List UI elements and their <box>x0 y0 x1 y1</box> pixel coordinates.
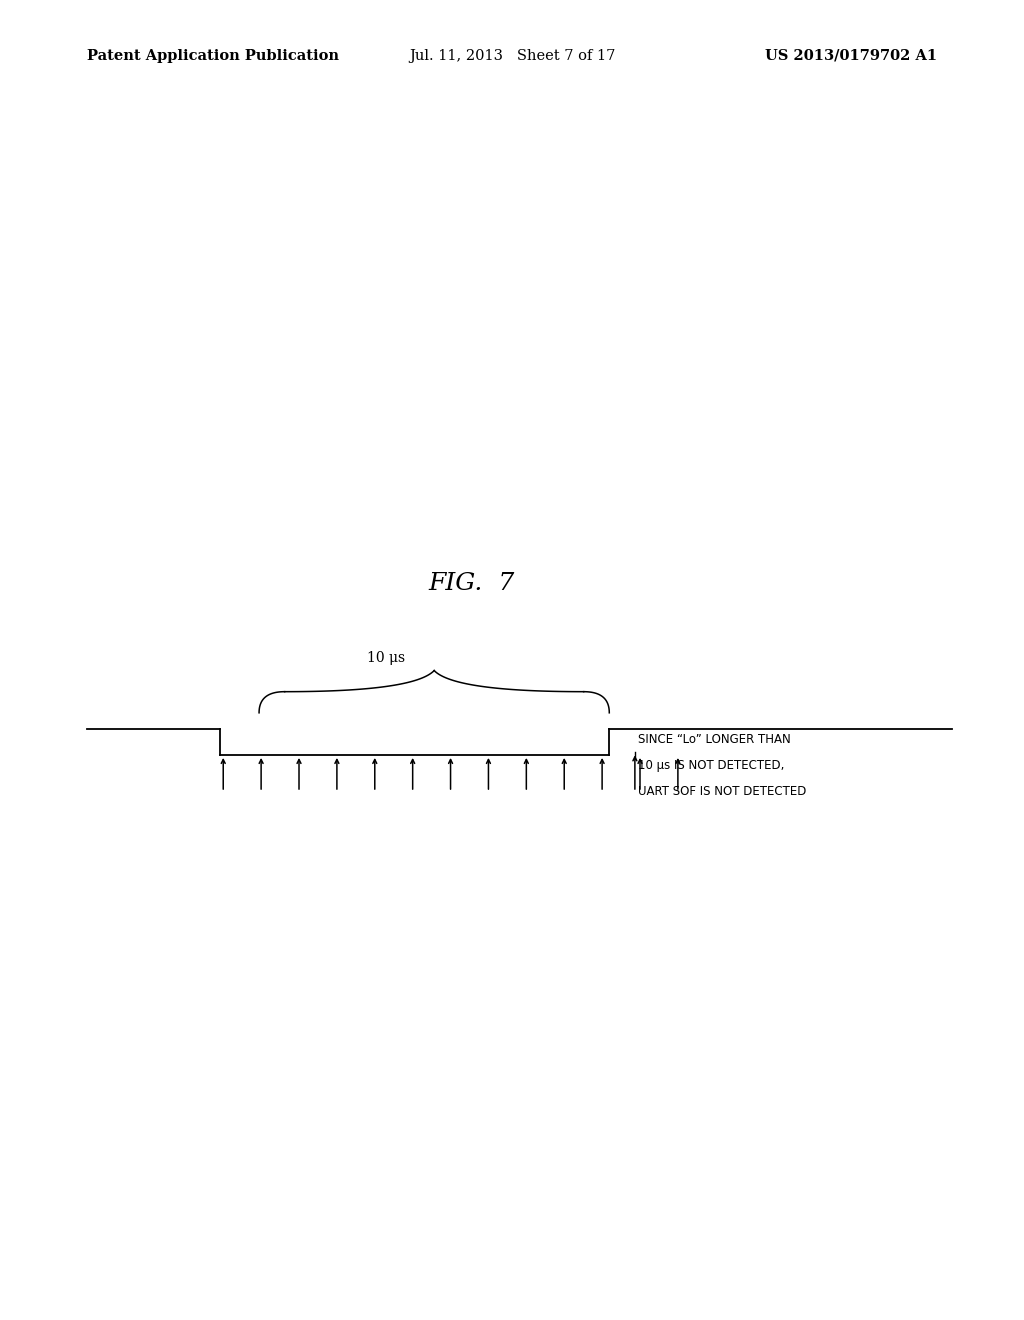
Text: US 2013/0179702 A1: US 2013/0179702 A1 <box>765 49 937 63</box>
Text: 10 μs: 10 μs <box>367 651 404 665</box>
Text: 10 μs IS NOT DETECTED,: 10 μs IS NOT DETECTED, <box>638 759 784 772</box>
Text: UART SOF IS NOT DETECTED: UART SOF IS NOT DETECTED <box>638 785 806 799</box>
Text: FIG.  7: FIG. 7 <box>428 572 514 595</box>
Text: Patent Application Publication: Patent Application Publication <box>87 49 339 63</box>
Text: SINCE “Lo” LONGER THAN: SINCE “Lo” LONGER THAN <box>638 733 791 746</box>
Text: Jul. 11, 2013   Sheet 7 of 17: Jul. 11, 2013 Sheet 7 of 17 <box>409 49 615 63</box>
